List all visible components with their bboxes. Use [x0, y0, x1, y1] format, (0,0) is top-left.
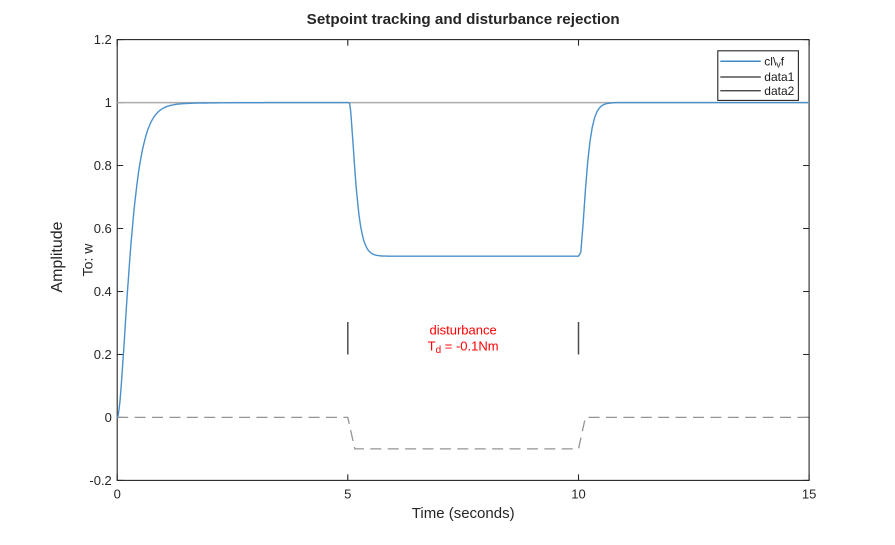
svg-text:0.6: 0.6	[94, 221, 112, 236]
svg-text:Setpoint tracking and disturba: Setpoint tracking and disturbance reject…	[307, 11, 620, 28]
svg-text:To: w: To: w	[80, 243, 96, 277]
svg-text:10: 10	[571, 487, 585, 502]
svg-text:0: 0	[114, 487, 121, 502]
svg-text:0.2: 0.2	[94, 347, 112, 362]
svg-text:0.4: 0.4	[94, 284, 112, 299]
svg-text:disturbance: disturbance	[429, 323, 496, 338]
svg-text:1: 1	[105, 95, 112, 110]
svg-text:15: 15	[802, 487, 816, 502]
svg-text:cl\vf: cl\vf	[764, 54, 785, 69]
svg-text:1.2: 1.2	[94, 32, 112, 47]
svg-text:data2: data2	[764, 84, 794, 98]
svg-text:data1: data1	[764, 70, 794, 84]
svg-text:0: 0	[105, 410, 112, 425]
svg-text:Td = -0.1Nm: Td = -0.1Nm	[428, 338, 499, 356]
svg-text:Amplitude: Amplitude	[49, 221, 66, 292]
svg-text:0.8: 0.8	[94, 158, 112, 173]
svg-text:5: 5	[344, 487, 351, 502]
svg-text:Time (seconds): Time (seconds)	[412, 505, 515, 522]
svg-text:-0.2: -0.2	[89, 473, 111, 488]
